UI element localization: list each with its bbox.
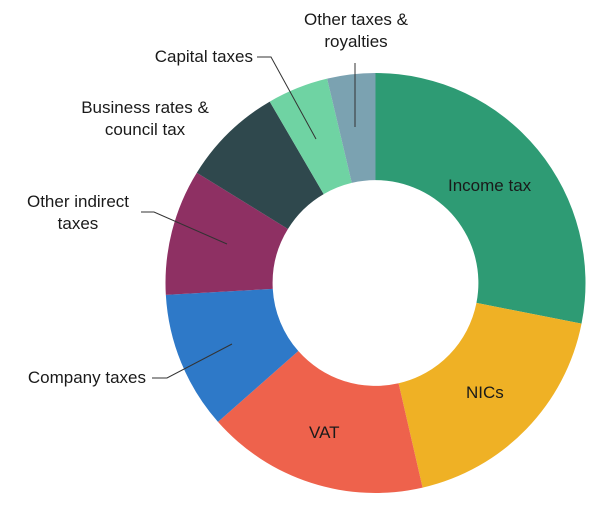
slice-capital-taxes[interactable]	[269, 78, 352, 195]
connector-company-taxes	[152, 343, 233, 379]
label-company-taxes: Company taxes	[27, 368, 146, 387]
label-other-indirect-taxes: Other indirect taxes	[26, 192, 130, 233]
slice-vat[interactable]	[217, 351, 423, 494]
donut-slices	[165, 73, 586, 494]
slice-nics[interactable]	[398, 302, 582, 488]
slice-company-taxes[interactable]	[165, 288, 299, 422]
connector-capital-taxes	[257, 56, 317, 140]
label-vat: VAT	[309, 423, 340, 442]
label-income-tax: Income tax	[448, 176, 532, 195]
connector-other-indirect-taxes	[141, 211, 228, 245]
slice-business-rates-council-tax[interactable]	[196, 101, 324, 229]
label-connectors	[141, 56, 356, 379]
slice-other-indirect-taxes[interactable]	[165, 172, 288, 295]
label-nics: NICs	[466, 383, 504, 402]
label-capital-taxes: Capital taxes	[154, 47, 253, 66]
label-other-taxes-royalties: Other taxes & royalties	[304, 10, 408, 51]
slice-other-taxes-royalties[interactable]	[327, 73, 376, 183]
label-business-rates-council-tax: Business rates & council tax	[81, 98, 209, 139]
slice-income-tax[interactable]	[375, 73, 586, 324]
